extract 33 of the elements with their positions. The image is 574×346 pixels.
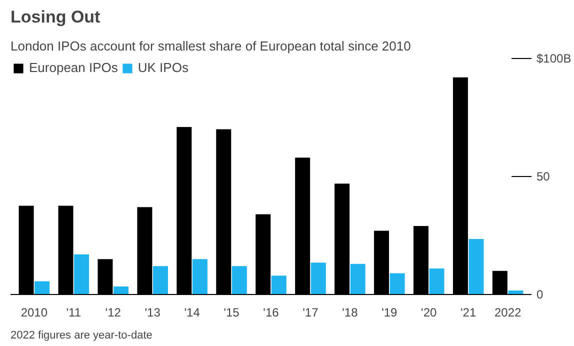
bar bbox=[271, 276, 286, 294]
bar bbox=[429, 268, 444, 294]
bar bbox=[114, 286, 129, 294]
bar bbox=[192, 259, 208, 294]
x-tick-label: '20 bbox=[421, 306, 438, 320]
bar bbox=[350, 264, 366, 294]
legend-label: European IPOs bbox=[29, 60, 118, 75]
bar bbox=[34, 281, 50, 294]
legend-label: UK IPOs bbox=[138, 60, 188, 75]
x-tick-label: '21 bbox=[460, 306, 476, 320]
x-tick-label: '14 bbox=[184, 306, 200, 320]
y-tick-label: 50 bbox=[536, 170, 550, 184]
x-tick-label: 2022 bbox=[494, 306, 522, 320]
x-tick-label: '13 bbox=[144, 306, 161, 320]
bar bbox=[232, 266, 247, 294]
x-tick-label: '15 bbox=[224, 306, 240, 320]
x-tick-label: '17 bbox=[302, 306, 319, 320]
x-tick-label: 2010 bbox=[20, 306, 48, 320]
bar bbox=[390, 273, 405, 294]
y-tick-label: 0 bbox=[536, 288, 544, 302]
chart-subtitle: London IPOs account for smallest share of European total since 2010 bbox=[10, 38, 411, 54]
x-tick-label: '18 bbox=[342, 306, 358, 320]
bar bbox=[74, 254, 90, 294]
x-tick-label: '19 bbox=[382, 306, 398, 320]
bar bbox=[310, 262, 326, 294]
chart-title: Losing Out bbox=[10, 8, 101, 26]
text: 2022 figures are year-to-date bbox=[10, 330, 152, 342]
x-tick-label: '16 bbox=[263, 306, 280, 320]
x-tick-label: '12 bbox=[105, 306, 122, 320]
y-tick-label: $100B bbox=[536, 52, 572, 66]
bar bbox=[468, 239, 484, 294]
x-tick-label: '11 bbox=[66, 306, 82, 320]
bar bbox=[152, 266, 168, 294]
